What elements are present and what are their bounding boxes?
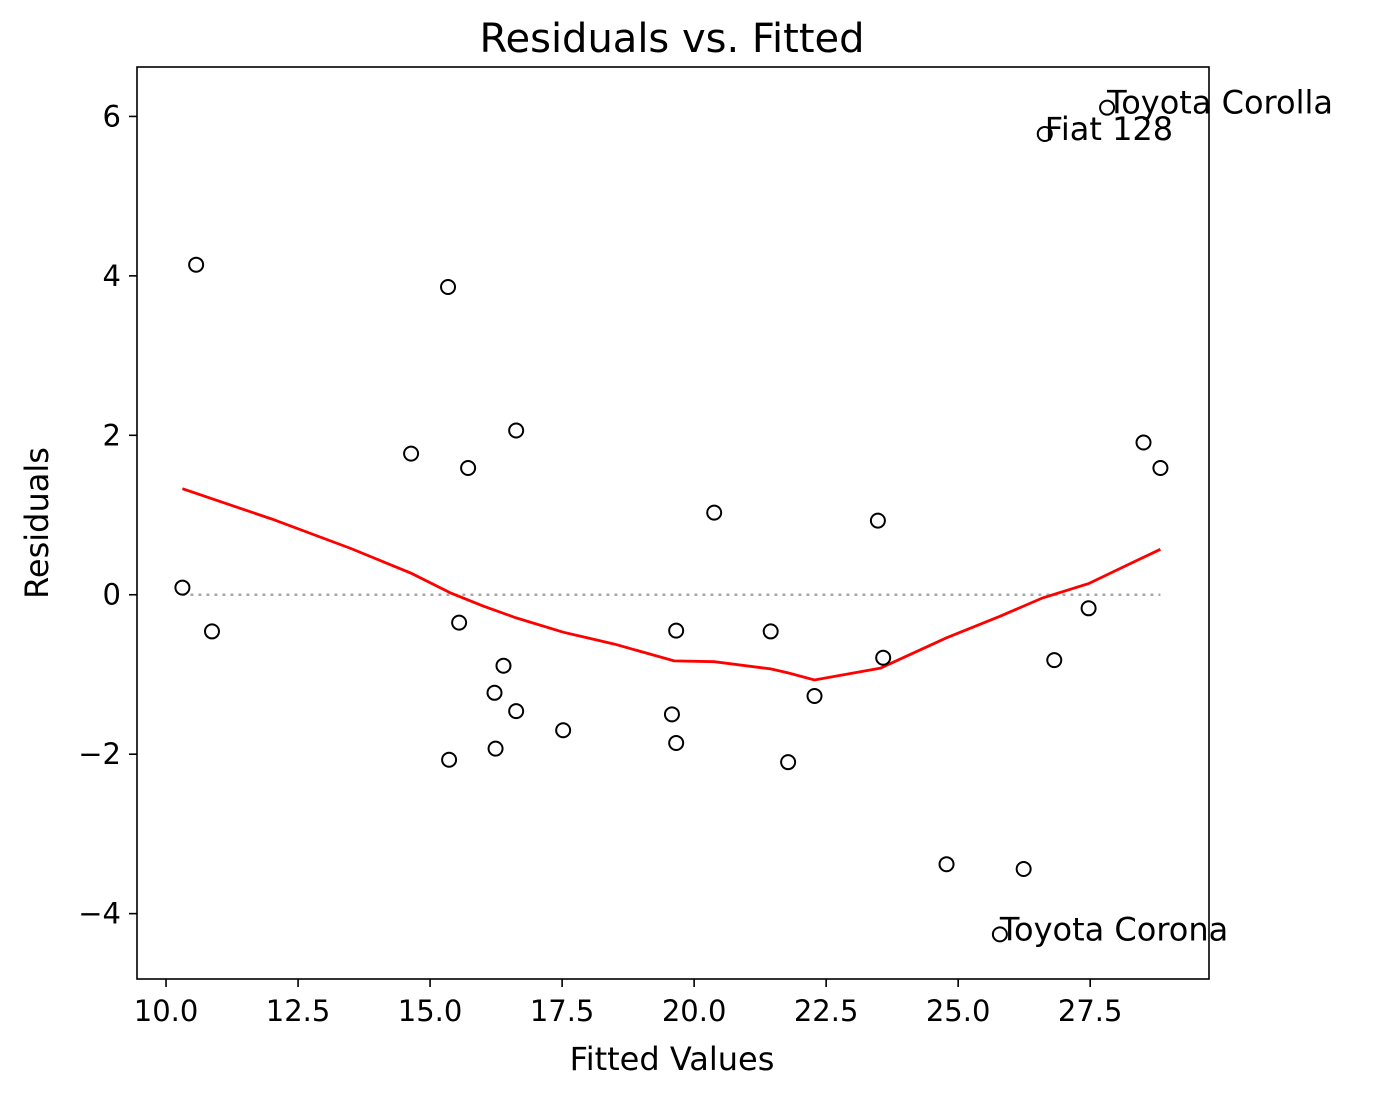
x-tick-label: 22.5 (794, 994, 859, 1028)
chart-title: Residuals vs. Fitted (480, 16, 865, 62)
scatter-point (495, 657, 512, 674)
scatter-point (555, 722, 572, 739)
scatter-point (1099, 99, 1116, 116)
scatter-point (663, 706, 680, 723)
scatter-point (1135, 434, 1152, 451)
x-tick-label: 12.5 (266, 994, 331, 1028)
x-tick-label: 20.0 (662, 994, 727, 1028)
plot-frame (136, 66, 1210, 980)
scatter-point (174, 579, 191, 596)
scatter-point (441, 751, 458, 768)
scatter-point (508, 422, 525, 439)
scatter-point (668, 622, 685, 639)
scatter-point (706, 504, 723, 521)
scatter-point (1036, 125, 1053, 142)
y-tick-label: 4 (103, 259, 121, 293)
y-axis: −4 −2 0 2 4 6 (78, 99, 137, 931)
scatter-point (451, 614, 468, 631)
y-tick-label: 6 (103, 99, 121, 133)
scatter-point (938, 856, 955, 873)
scatter-point (487, 740, 504, 757)
y-tick-label: 2 (103, 418, 121, 452)
x-tick-label: 15.0 (398, 994, 463, 1028)
scatter-point (486, 684, 503, 701)
point-annotation: Fiat 128 (1045, 110, 1173, 148)
scatter-point (403, 445, 420, 462)
scatter-point (1046, 652, 1063, 669)
scatter-point (780, 754, 797, 771)
scatter-point (440, 279, 457, 296)
scatter-point (1152, 459, 1169, 476)
point-annotation: Toyota Corolla (1106, 84, 1333, 122)
x-tick-label: 27.5 (1058, 994, 1123, 1028)
scatter-point (762, 623, 779, 640)
scatter-point (869, 512, 886, 529)
y-tick-label: −2 (78, 737, 121, 771)
scatter-point (875, 649, 892, 666)
scatter-point (1015, 860, 1032, 877)
scatter-point (991, 926, 1008, 943)
x-axis-label: Fitted Values (570, 1040, 775, 1078)
point-annotation: Toyota Corona (999, 910, 1228, 948)
lowess-line (181, 487, 1162, 682)
scatter-point (508, 703, 525, 720)
scatter-point (668, 735, 685, 752)
scatter-point (806, 687, 823, 704)
y-axis-label: Residuals (18, 447, 56, 599)
x-axis: 10.0 12.5 15.0 17.5 20.0 22.5 25.0 27.5 (134, 979, 1123, 1028)
y-tick-label: 0 (103, 578, 121, 612)
x-tick-label: 10.0 (134, 994, 199, 1028)
scatter-point (460, 459, 477, 476)
x-tick-label: 17.5 (530, 994, 595, 1028)
scatter-point (203, 623, 220, 640)
y-tick-label: −4 (78, 897, 121, 931)
scatter-point (188, 256, 205, 273)
scatter-point (1080, 600, 1097, 617)
x-tick-label: 25.0 (926, 994, 991, 1028)
